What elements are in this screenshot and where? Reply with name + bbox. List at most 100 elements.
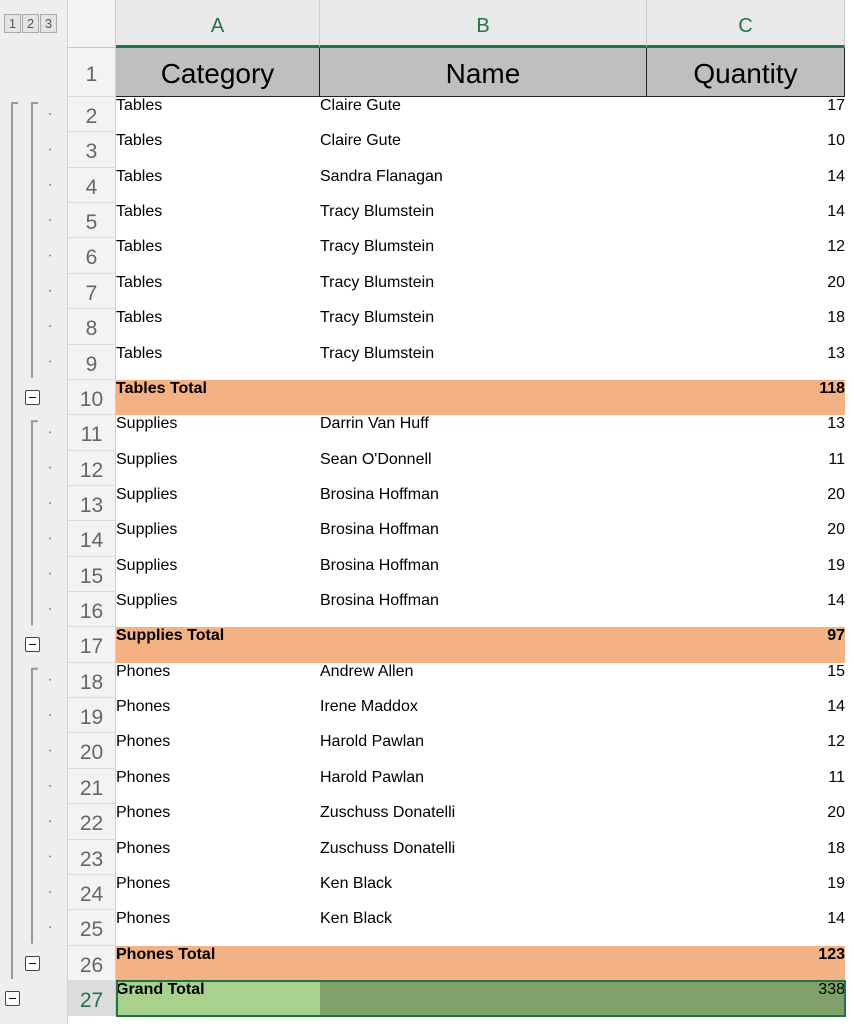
outline-dot bbox=[49, 148, 51, 151]
row-header[interactable]: 24 bbox=[68, 874, 116, 911]
cell: 20 bbox=[827, 273, 845, 291]
corner bbox=[68, 0, 116, 48]
outline-collapse-button[interactable] bbox=[25, 389, 40, 405]
outline-dot bbox=[49, 926, 51, 929]
cell: 97 bbox=[647, 627, 845, 663]
outline-collapse-button[interactable] bbox=[5, 991, 20, 1006]
cell: Phones bbox=[116, 662, 171, 680]
row-header[interactable]: 12 bbox=[68, 450, 116, 486]
column-header[interactable]: C bbox=[647, 0, 845, 48]
cell: Supplies Total bbox=[116, 627, 320, 663]
cell: Irene Maddox bbox=[320, 698, 418, 716]
cell: Phones bbox=[116, 910, 171, 928]
cell: 17 bbox=[827, 97, 845, 114]
outline-dot bbox=[49, 501, 51, 504]
cell: 20 bbox=[827, 485, 845, 503]
outline-collapse-button[interactable] bbox=[25, 637, 40, 653]
column-title: Quantity bbox=[647, 48, 845, 97]
outline-level-button[interactable]: 1 bbox=[4, 14, 21, 33]
row-header[interactable]: 20 bbox=[68, 733, 116, 769]
outline-dot bbox=[49, 466, 51, 469]
outline-collapse-button[interactable] bbox=[25, 955, 40, 971]
row-header[interactable]: 7 bbox=[68, 273, 116, 310]
outline-dot bbox=[49, 678, 51, 681]
column-header[interactable]: A bbox=[116, 0, 320, 48]
cell: 338 bbox=[647, 981, 845, 1017]
cell: Tracy Blumstein bbox=[320, 273, 435, 291]
row-header[interactable]: 15 bbox=[68, 556, 116, 593]
outline-bracket bbox=[11, 102, 18, 979]
cell: 10 bbox=[827, 132, 845, 150]
outline-level-button[interactable]: 2 bbox=[22, 14, 39, 33]
cell: Supplies bbox=[116, 521, 178, 539]
row-header[interactable]: 14 bbox=[68, 521, 116, 557]
outline-dot bbox=[49, 113, 51, 115]
row-header[interactable]: 22 bbox=[68, 804, 116, 840]
cell: Ken Black bbox=[320, 910, 393, 928]
outline-bracket bbox=[31, 102, 38, 378]
cell: Tracy Blumstein bbox=[320, 203, 435, 221]
row-header[interactable]: 18 bbox=[68, 662, 116, 699]
column-title: Category bbox=[116, 48, 320, 97]
cell: 19 bbox=[827, 874, 845, 892]
row-header[interactable]: 19 bbox=[68, 698, 116, 734]
row-header[interactable]: 16 bbox=[68, 592, 116, 628]
cell: Supplies bbox=[116, 415, 178, 433]
cell: Tables bbox=[116, 167, 163, 185]
outline-dot bbox=[49, 219, 51, 222]
row-header[interactable]: 27 bbox=[68, 981, 116, 1017]
cell: Supplies bbox=[116, 556, 178, 574]
cell: Tracy Blumstein bbox=[320, 309, 435, 327]
row-header[interactable]: 3 bbox=[68, 132, 116, 168]
outline-dot bbox=[49, 784, 51, 787]
cell: Tracy Blumstein bbox=[320, 238, 435, 256]
cell: 11 bbox=[828, 768, 845, 786]
row-header[interactable]: 4 bbox=[68, 167, 116, 204]
cell: Zuschuss Donatelli bbox=[320, 839, 456, 857]
row-header[interactable]: 6 bbox=[68, 238, 116, 274]
cell: 11 bbox=[828, 450, 845, 468]
cell: Andrew Allen bbox=[320, 662, 414, 680]
cell: Tables bbox=[116, 238, 163, 256]
cell: Grand Total bbox=[116, 981, 320, 1017]
cell: 123 bbox=[647, 945, 845, 981]
cell: Sean O'Donnell bbox=[320, 450, 432, 468]
cell: Phones bbox=[116, 874, 171, 892]
row-header[interactable]: 2 bbox=[68, 97, 116, 133]
cell bbox=[320, 945, 647, 981]
cell: 14 bbox=[827, 910, 845, 928]
cell: 19 bbox=[827, 556, 845, 574]
outline-dot bbox=[49, 431, 51, 434]
cell: Darrin Van Huff bbox=[320, 415, 429, 433]
row-header[interactable]: 11 bbox=[68, 415, 116, 451]
cell: Tracy Blumstein bbox=[320, 344, 435, 362]
row-header[interactable]: 13 bbox=[68, 485, 116, 522]
row-header[interactable]: 10 bbox=[68, 379, 116, 416]
cell: Tables bbox=[116, 132, 163, 150]
outline-dot bbox=[49, 254, 51, 257]
row-header[interactable]: 17 bbox=[68, 627, 116, 663]
cell: 14 bbox=[827, 592, 845, 610]
row-header[interactable]: 9 bbox=[68, 344, 116, 380]
outline-level-button[interactable]: 3 bbox=[40, 14, 57, 33]
outline-dot bbox=[49, 714, 51, 717]
row-header[interactable]: 21 bbox=[68, 768, 116, 805]
row-header[interactable]: 23 bbox=[68, 839, 116, 875]
row-header[interactable]: 25 bbox=[68, 910, 116, 946]
cell: Brosina Hoffman bbox=[320, 521, 439, 539]
outline-dot bbox=[49, 855, 51, 858]
cell: Supplies bbox=[116, 450, 178, 468]
outline-bracket bbox=[31, 420, 38, 626]
cell: Ken Black bbox=[320, 874, 393, 892]
outline-lines bbox=[11, 102, 51, 979]
row-header[interactable]: 8 bbox=[68, 309, 116, 345]
row-header[interactable]: 26 bbox=[68, 945, 116, 981]
cell: Phones bbox=[116, 804, 171, 822]
row-header[interactable]: 5 bbox=[68, 203, 116, 239]
outline-dot bbox=[49, 749, 51, 752]
column-header[interactable]: B bbox=[320, 0, 647, 48]
cell: Brosina Hoffman bbox=[320, 592, 439, 610]
row-header[interactable]: 1 bbox=[68, 48, 116, 97]
cell: 20 bbox=[827, 521, 845, 539]
